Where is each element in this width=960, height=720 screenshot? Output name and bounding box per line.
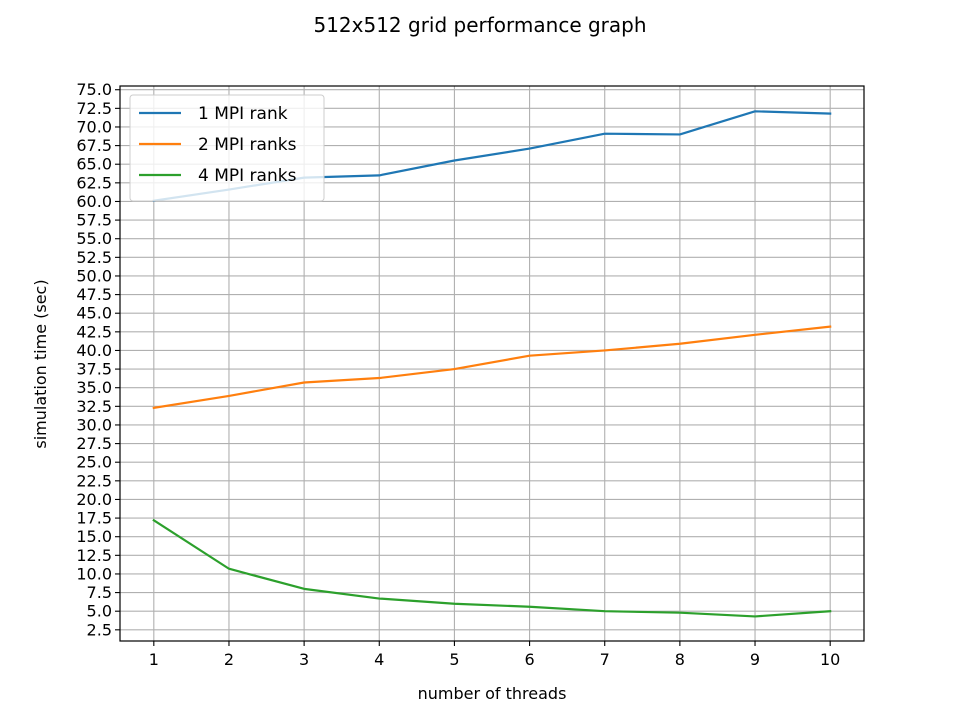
y-tick-label: 20.0: [76, 490, 112, 509]
y-tick-label: 35.0: [76, 378, 112, 397]
legend-label: 1 MPI rank: [198, 104, 288, 124]
y-tick-label: 15.0: [76, 527, 112, 546]
y-tick-label: 42.5: [76, 322, 112, 341]
y-tick-label: 72.5: [76, 99, 112, 118]
y-tick-label: 7.5: [87, 583, 112, 602]
y-tick-label: 32.5: [76, 397, 112, 416]
y-tick-label: 57.5: [76, 211, 112, 230]
y-axis-title: simulation time (sec): [31, 279, 50, 448]
x-tick-label: 4: [374, 650, 384, 669]
y-tick-label: 70.0: [76, 117, 112, 136]
x-axis-title: number of threads: [418, 684, 567, 703]
y-tick-label: 5.0: [87, 602, 112, 621]
y-tick-label: 22.5: [76, 471, 112, 490]
plot-frame: [119, 85, 865, 642]
y-tick-label: 60.0: [76, 192, 112, 211]
y-tick-label: 45.0: [76, 304, 112, 323]
y-tick-label: 25.0: [76, 453, 112, 472]
y-tick-label: 37.5: [76, 360, 112, 379]
x-tick-label: 6: [524, 650, 534, 669]
chart-title: 512x512 grid performance graph: [313, 13, 646, 37]
x-tick-label: 5: [449, 650, 459, 669]
y-tick-label: 40.0: [76, 341, 112, 360]
y-tick-label: 65.0: [76, 155, 112, 174]
series-line-3: [152, 518, 832, 618]
y-tick-label: 12.5: [76, 546, 112, 565]
x-tick-label: 8: [675, 650, 685, 669]
series-line-2: [152, 325, 832, 410]
x-tick-label: 3: [299, 650, 309, 669]
y-tick-label: 62.5: [76, 173, 112, 192]
y-tick-label: 47.5: [76, 285, 112, 304]
legend-label: 2 MPI ranks: [198, 135, 297, 155]
y-tick-label: 30.0: [76, 415, 112, 434]
y-tick-label: 52.5: [76, 248, 112, 267]
x-tick-label: 10: [820, 650, 840, 669]
y-tick-label: 50.0: [76, 266, 112, 285]
legend-label: 4 MPI ranks: [198, 166, 297, 186]
legend: 1 MPI rank 2 MPI ranks 4 MPI ranks: [129, 94, 325, 202]
y-tick-label: 27.5: [76, 434, 112, 453]
x-tick-label: 1: [149, 650, 159, 669]
x-tick-label: 7: [600, 650, 610, 669]
y-tick-label: 55.0: [76, 229, 112, 248]
y-tick-label: 10.0: [76, 564, 112, 583]
x-tick-label: 9: [750, 650, 760, 669]
y-axis-ticks: 2.55.07.510.012.515.017.520.022.525.027.…: [76, 80, 120, 639]
x-axis-ticks: 1 2 3 4 5 6 7 8 9 10: [149, 641, 840, 669]
y-tick-label: 17.5: [76, 509, 112, 528]
y-tick-label: 67.5: [76, 136, 112, 155]
x-tick-label: 2: [224, 650, 234, 669]
y-tick-label: 2.5: [87, 620, 112, 639]
y-tick-label: 75.0: [76, 80, 112, 99]
